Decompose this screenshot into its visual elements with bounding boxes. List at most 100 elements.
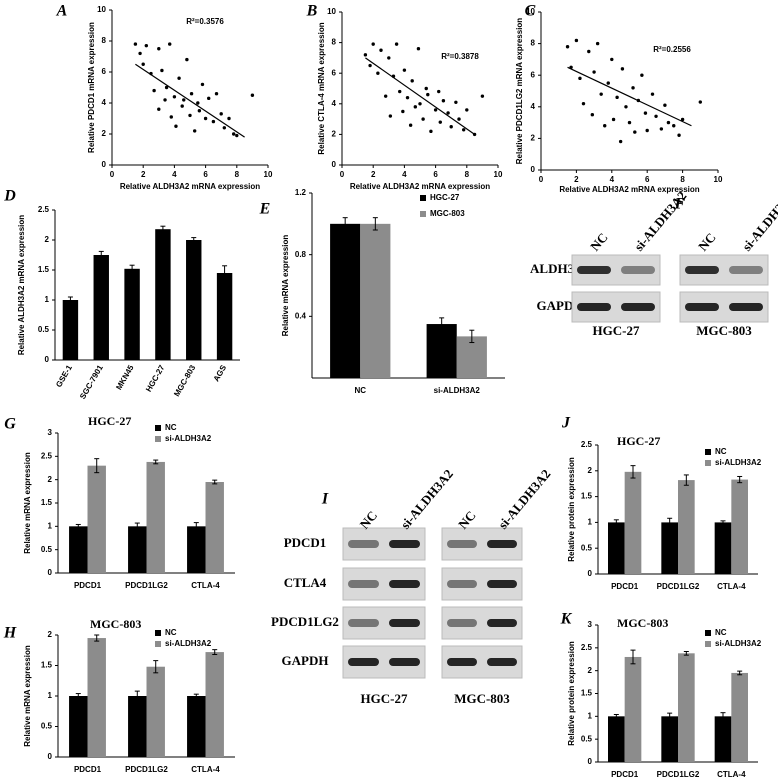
- y-tick-label: 0: [588, 757, 593, 766]
- point: [680, 117, 685, 122]
- point: [214, 92, 219, 96]
- bar: [69, 696, 88, 757]
- bar: [330, 223, 361, 378]
- blot-band: [621, 303, 655, 311]
- x-tick-label: CTLA-4: [191, 581, 220, 590]
- legend-label: si-ALDH3A2: [715, 458, 762, 467]
- blot-row-label: PDCD1LG2: [271, 614, 339, 629]
- x-tick-label: NC: [354, 386, 366, 395]
- point: [643, 111, 648, 115]
- blot-band: [447, 540, 477, 548]
- bar: [678, 653, 695, 762]
- y-tick-label: 2: [48, 475, 53, 484]
- point: [449, 125, 453, 129]
- x-tick-label: 10: [494, 170, 503, 179]
- x-tick-label: MGC-803: [172, 363, 197, 398]
- point: [413, 105, 418, 109]
- bar: [731, 479, 748, 574]
- y-tick-label: 2.5: [41, 451, 53, 460]
- annotation: R²=0.3576: [186, 17, 224, 26]
- point: [645, 128, 649, 133]
- point: [250, 93, 255, 97]
- point: [219, 112, 223, 116]
- x-tick-label: 6: [203, 170, 208, 179]
- point: [371, 42, 375, 46]
- point: [188, 113, 192, 118]
- panel-letter: D: [3, 188, 16, 205]
- blot-lane-label: si-ALDH3A2: [495, 466, 553, 532]
- point: [624, 105, 628, 109]
- x-tick-label: 8: [465, 170, 470, 179]
- blot-band: [729, 303, 763, 311]
- y-tick-label: 2.5: [38, 205, 50, 214]
- y-tick-label: 0.5: [581, 543, 593, 552]
- point: [408, 123, 413, 127]
- bar: [714, 522, 732, 574]
- point: [235, 133, 239, 138]
- blot-row-label: CTLA4: [284, 575, 327, 590]
- bar: [187, 696, 206, 757]
- legend-label: si-ALDH3A2: [715, 639, 762, 648]
- bar: [714, 716, 732, 762]
- y-tick-label: 4: [332, 99, 337, 108]
- y-tick-label: 0: [48, 568, 53, 577]
- point: [172, 95, 177, 99]
- blot-group-label: MGC-803: [454, 691, 510, 706]
- y-tick-label: 4: [531, 102, 536, 111]
- point: [368, 63, 372, 68]
- point: [177, 76, 181, 80]
- blot-band: [447, 658, 477, 666]
- panel-letter: G: [4, 416, 16, 433]
- y-axis-label: Relative CTLA-4 mRNA expression: [317, 22, 326, 154]
- y-tick-label: 0.5: [41, 722, 53, 731]
- point: [659, 127, 664, 131]
- blot-band: [487, 619, 517, 627]
- point: [590, 113, 595, 117]
- blot-band: [729, 266, 763, 274]
- point: [610, 57, 614, 62]
- y-tick-label: 6: [332, 68, 337, 77]
- blot-band: [487, 580, 517, 588]
- bar: [360, 223, 391, 378]
- legend-swatch: [155, 436, 161, 442]
- blot-band: [577, 266, 611, 274]
- y-axis-label: Relative mRNA expression: [23, 645, 32, 747]
- point: [631, 86, 635, 90]
- x-tick-label: 0: [340, 170, 345, 179]
- x-tick-label: MKN45: [114, 363, 136, 391]
- point: [410, 79, 414, 83]
- point: [163, 98, 167, 102]
- point: [182, 98, 186, 102]
- panel-title: MGC-803: [617, 616, 668, 630]
- y-tick-label: 1: [45, 295, 50, 304]
- bar: [146, 666, 165, 757]
- point: [189, 92, 194, 96]
- legend-label: NC: [715, 628, 727, 637]
- legend-swatch: [155, 641, 161, 647]
- blot-lane-label: si-ALDH3A2: [739, 188, 778, 254]
- x-tick-label: 2: [141, 170, 146, 179]
- x-tick-label: PDCD1LG2: [125, 765, 168, 774]
- bar: [69, 526, 88, 573]
- y-axis-label: Relative protein expression: [567, 641, 576, 746]
- blot-band: [389, 540, 420, 548]
- x-tick-label: CTLA-4: [717, 582, 746, 591]
- x-tick-label: PDCD1: [611, 770, 639, 779]
- bar: [678, 480, 695, 574]
- panel-title: HGC-27: [88, 414, 131, 428]
- x-tick-label: 4: [402, 170, 407, 179]
- panel-letter: B: [306, 3, 318, 20]
- y-tick-label: 1.5: [581, 492, 593, 501]
- y-tick-label: 8: [102, 36, 107, 45]
- legend-label: HGC-27: [430, 193, 460, 202]
- x-tick-label: CTLA-4: [191, 765, 220, 774]
- bar: [87, 638, 106, 757]
- bar: [128, 526, 147, 573]
- y-tick-label: 2.5: [581, 440, 593, 449]
- y-tick-label: 0.5: [581, 734, 593, 743]
- point: [480, 94, 485, 98]
- point: [603, 124, 607, 128]
- x-tick-label: PDCD1LG2: [657, 582, 700, 591]
- point: [144, 43, 149, 48]
